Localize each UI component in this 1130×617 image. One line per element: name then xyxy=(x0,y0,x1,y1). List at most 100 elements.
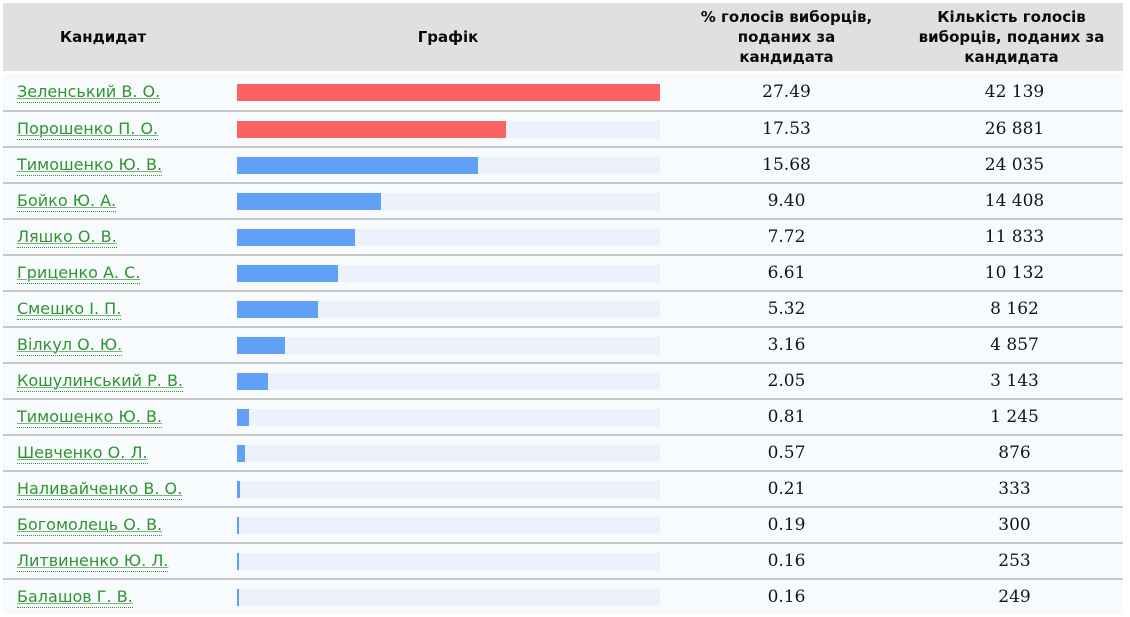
votes-value: 11 833 xyxy=(984,227,1045,247)
table-row: Гриценко А. С. 6.61 10 132 xyxy=(3,254,1123,290)
vote-share-bar xyxy=(236,228,356,246)
bar-cell xyxy=(203,580,693,614)
candidate-cell: Вілкул О. Ю. xyxy=(3,328,203,362)
candidate-cell: Литвиненко Ю. Л. xyxy=(3,544,203,578)
percent-value: 0.16 xyxy=(767,587,806,607)
vote-share-bar xyxy=(236,588,239,606)
col-header-votes: Кількість голосів виборців, поданих за к… xyxy=(918,8,1105,66)
table-row: Бойко Ю. А. 9.40 14 408 xyxy=(3,182,1123,218)
votes-value: 10 132 xyxy=(984,263,1045,283)
candidate-link[interactable]: Смешко І. П. xyxy=(17,298,122,320)
bar-cell xyxy=(203,256,693,290)
bar-track xyxy=(236,552,660,570)
vote-share-bar xyxy=(236,120,507,138)
candidate-link[interactable]: Вілкул О. Ю. xyxy=(17,334,123,356)
candidate-link[interactable]: Наливайченко В. О. xyxy=(17,478,183,500)
votes-value: 333 xyxy=(998,479,1031,499)
percent-value: 27.49 xyxy=(762,82,811,102)
candidate-link[interactable]: Литвиненко Ю. Л. xyxy=(17,550,169,572)
vote-share-bar xyxy=(236,408,249,426)
candidate-link[interactable]: Богомолець О. В. xyxy=(17,514,163,536)
table-row: Богомолець О. В. 0.19 300 xyxy=(3,506,1123,542)
bar-track xyxy=(236,120,660,138)
candidate-cell: Гриценко А. С. xyxy=(3,256,203,290)
vote-share-bar xyxy=(236,516,240,534)
bar-cell xyxy=(203,220,693,254)
votes-value: 3 143 xyxy=(990,371,1039,391)
col-header-candidate: Кандидат xyxy=(59,28,147,46)
bar-cell xyxy=(203,148,693,182)
candidate-link[interactable]: Ляшко О. В. xyxy=(17,226,117,248)
bar-cell xyxy=(203,74,693,110)
table-row: Вілкул О. Ю. 3.16 4 857 xyxy=(3,326,1123,362)
bar-track xyxy=(236,300,660,318)
candidate-link[interactable]: Гриценко А. С. xyxy=(17,262,141,284)
percent-value: 2.05 xyxy=(767,371,806,391)
percent-value: 5.32 xyxy=(767,299,806,319)
table-body: Зеленський В. О. 27.49 42 139 Порошенко … xyxy=(3,74,1123,614)
candidate-link[interactable]: Порошенко П. О. xyxy=(17,118,159,140)
table-row: Литвиненко Ю. Л. 0.16 253 xyxy=(3,542,1123,578)
percent-value: 0.81 xyxy=(767,407,806,427)
table-header: Кандидат Графік % голосів виборців, пода… xyxy=(3,3,1123,71)
candidate-link[interactable]: Шевченко О. Л. xyxy=(17,442,148,464)
votes-value: 1 245 xyxy=(990,407,1039,427)
percent-value: 9.40 xyxy=(767,191,806,211)
votes-value: 876 xyxy=(998,443,1031,463)
votes-value: 300 xyxy=(998,515,1031,535)
bar-cell xyxy=(203,364,693,398)
candidate-link[interactable]: Кошулинський Р. В. xyxy=(17,370,183,392)
bar-track xyxy=(236,336,660,354)
percent-value: 7.72 xyxy=(767,227,806,247)
vote-share-bar xyxy=(236,192,382,210)
percent-value: 3.16 xyxy=(767,335,806,355)
table-row: Балашов Г. В. 0.16 249 xyxy=(3,578,1123,614)
votes-value: 26 881 xyxy=(984,119,1045,139)
bar-cell xyxy=(203,508,693,542)
bar-cell xyxy=(203,544,693,578)
candidate-cell: Бойко Ю. А. xyxy=(3,184,203,218)
bar-track xyxy=(236,83,660,101)
percent-value: 0.21 xyxy=(767,479,806,499)
percent-value: 0.57 xyxy=(767,443,806,463)
candidate-cell: Шевченко О. Л. xyxy=(3,436,203,470)
candidate-link[interactable]: Зеленський В. О. xyxy=(17,81,161,103)
candidate-cell: Богомолець О. В. xyxy=(3,508,203,542)
candidate-link[interactable]: Тимошенко Ю. В. xyxy=(17,406,163,428)
candidate-cell: Тимошенко Ю. В. xyxy=(3,400,203,434)
table-row: Тимошенко Ю. В. 0.81 1 245 xyxy=(3,398,1123,434)
candidate-cell: Тимошенко Ю. В. xyxy=(3,148,203,182)
bar-track xyxy=(236,372,660,390)
bar-cell xyxy=(203,400,693,434)
percent-value: 15.68 xyxy=(762,155,811,175)
percent-value: 0.16 xyxy=(767,551,806,571)
table-row: Ляшко О. В. 7.72 11 833 xyxy=(3,218,1123,254)
table-row: Наливайченко В. О. 0.21 333 xyxy=(3,470,1123,506)
votes-value: 42 139 xyxy=(984,82,1045,102)
candidate-link[interactable]: Бойко Ю. А. xyxy=(17,190,117,212)
bar-cell xyxy=(203,472,693,506)
bar-cell xyxy=(203,436,693,470)
bar-track xyxy=(236,408,660,426)
vote-share-bar xyxy=(236,336,286,354)
bar-track xyxy=(236,588,660,606)
vote-share-bar xyxy=(236,264,339,282)
candidate-link[interactable]: Балашов Г. В. xyxy=(17,586,133,608)
table-row: Смешко І. П. 5.32 8 162 xyxy=(3,290,1123,326)
table-row: Кошулинський Р. В. 2.05 3 143 xyxy=(3,362,1123,398)
bar-track xyxy=(236,480,660,498)
votes-value: 4 857 xyxy=(990,335,1039,355)
col-header-graph: Графік xyxy=(417,28,479,46)
candidate-link[interactable]: Тимошенко Ю. В. xyxy=(17,154,163,176)
bar-track xyxy=(236,156,660,174)
candidate-cell: Ляшко О. В. xyxy=(3,220,203,254)
percent-value: 17.53 xyxy=(762,119,811,139)
candidate-cell: Наливайченко В. О. xyxy=(3,472,203,506)
candidate-cell: Смешко І. П. xyxy=(3,292,203,326)
bar-cell xyxy=(203,184,693,218)
votes-value: 8 162 xyxy=(990,299,1039,319)
vote-share-bar xyxy=(236,156,478,174)
percent-value: 6.61 xyxy=(767,263,806,283)
table-row: Шевченко О. Л. 0.57 876 xyxy=(3,434,1123,470)
bar-cell xyxy=(203,292,693,326)
